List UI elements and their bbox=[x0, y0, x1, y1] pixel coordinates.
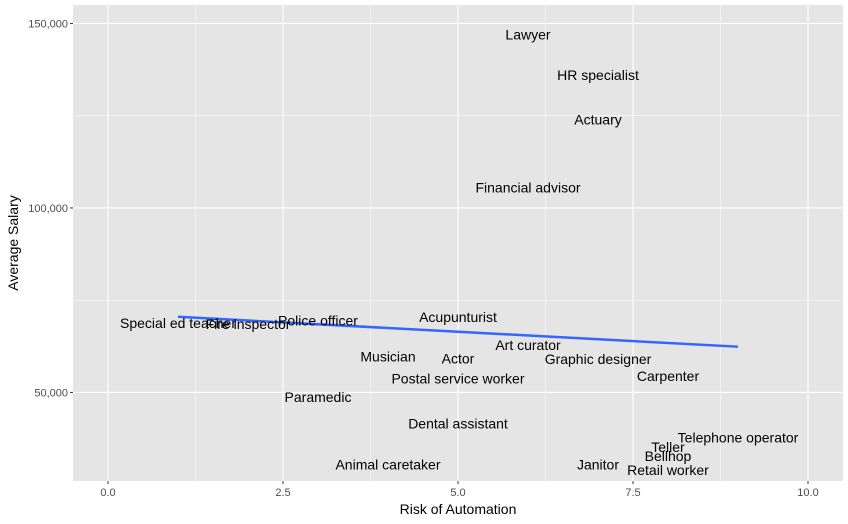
point-label: Carpenter bbox=[637, 368, 700, 384]
point-label: Telephone operator bbox=[678, 429, 799, 445]
point-label: HR specialist bbox=[557, 67, 639, 83]
point-label: Teller bbox=[651, 439, 685, 455]
point-label: Fire inspector bbox=[206, 316, 291, 332]
y-tick-label: 150,000 bbox=[28, 18, 68, 30]
y-tick-label: 100,000 bbox=[28, 203, 68, 215]
point-label: Police officer bbox=[278, 312, 358, 328]
point-label: Lawyer bbox=[505, 27, 550, 43]
trend-line-group bbox=[177, 315, 739, 348]
point-label: Animal caretaker bbox=[335, 456, 440, 472]
x-tick-label: 10.0 bbox=[797, 487, 818, 499]
point-label: Paramedic bbox=[285, 389, 352, 405]
point-label: Special ed teacher bbox=[120, 315, 236, 331]
point-label: Bellhop bbox=[645, 448, 692, 464]
trend-line bbox=[177, 315, 739, 348]
x-tick-label: 7.5 bbox=[625, 487, 640, 499]
point-label: Retail worker bbox=[627, 462, 709, 478]
point-label: Graphic designer bbox=[545, 351, 652, 367]
x-tick-label: 5.0 bbox=[450, 487, 465, 499]
x-tick-label: 2.5 bbox=[275, 487, 290, 499]
axis-ticks: 0.0 2.5 5.0 7.5 10.0 50,000 100,000 150,000 bbox=[28, 18, 818, 499]
point-label: Janitor bbox=[577, 456, 619, 472]
x-axis-title: Risk of Automation bbox=[400, 501, 517, 517]
point-label: Financial advisor bbox=[475, 180, 580, 196]
point-label: Actuary bbox=[574, 111, 621, 127]
y-axis-title: Average Salary bbox=[5, 195, 21, 290]
x-tick-label: 0.0 bbox=[100, 487, 115, 499]
point-label: Actor bbox=[442, 350, 475, 366]
point-labels: Lawyer HR specialist Actuary Financial advi… bbox=[120, 27, 799, 478]
point-label: Acupunturist bbox=[419, 309, 497, 325]
grid-major bbox=[73, 5, 843, 481]
point-label: Dental assistant bbox=[408, 415, 508, 431]
point-label: Art curator bbox=[495, 337, 561, 353]
y-tick-label: 50,000 bbox=[34, 387, 68, 399]
point-label: Musician bbox=[360, 348, 415, 364]
point-label: Postal service worker bbox=[391, 370, 524, 386]
